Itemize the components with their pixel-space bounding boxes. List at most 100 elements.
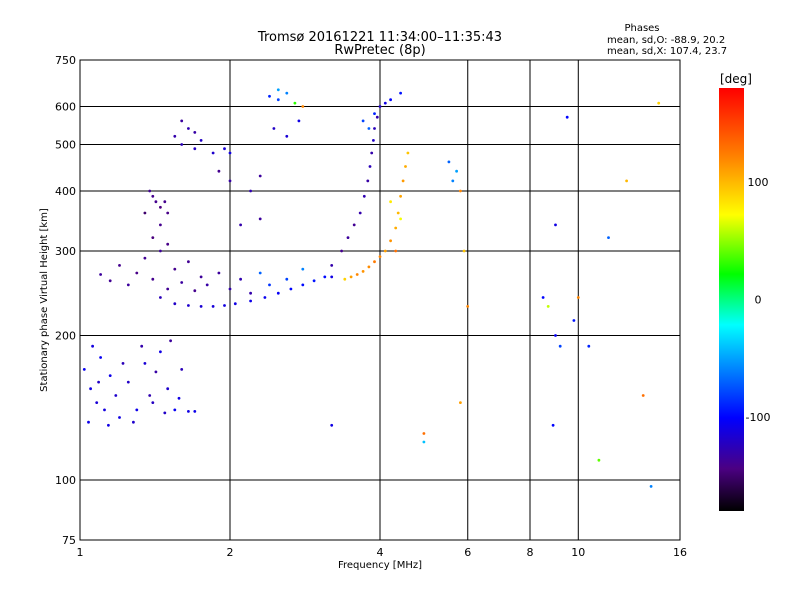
data-point xyxy=(361,119,365,123)
data-point xyxy=(399,217,402,221)
data-point xyxy=(546,305,550,308)
y-tick-label: 500 xyxy=(55,139,76,152)
data-point xyxy=(312,279,316,283)
data-point xyxy=(82,368,86,371)
data-point xyxy=(89,387,92,391)
data-point xyxy=(199,275,203,279)
data-point xyxy=(373,260,376,264)
data-point xyxy=(108,374,112,377)
scatter-points xyxy=(82,88,661,488)
data-point xyxy=(114,394,118,397)
data-point xyxy=(95,401,99,404)
data-point xyxy=(173,408,177,412)
data-point xyxy=(301,105,305,108)
data-point xyxy=(401,179,405,183)
data-point xyxy=(91,344,94,348)
data-point xyxy=(193,410,197,413)
data-point xyxy=(455,169,458,173)
data-point xyxy=(228,151,232,155)
data-point xyxy=(193,131,197,134)
x-tick-label: 4 xyxy=(377,546,384,559)
data-point xyxy=(565,115,569,119)
data-point xyxy=(301,267,305,271)
data-point xyxy=(151,277,155,281)
data-point xyxy=(151,194,155,198)
data-point xyxy=(285,277,289,281)
y-tick-label: 400 xyxy=(55,185,76,198)
y-tick-label: 300 xyxy=(55,245,76,258)
y-axis-ticks: 75 100 200 300 400 500 600 750 xyxy=(55,54,76,547)
data-point xyxy=(649,485,653,488)
data-point xyxy=(378,105,382,108)
x-axis-label: Frequency [MHz] xyxy=(338,560,422,571)
data-point xyxy=(459,189,462,193)
data-point xyxy=(108,279,112,283)
data-point xyxy=(187,304,190,307)
data-point xyxy=(330,423,334,427)
data-point xyxy=(641,394,645,397)
data-point xyxy=(367,265,371,269)
data-point xyxy=(368,165,372,168)
data-point xyxy=(87,420,90,424)
data-point xyxy=(394,249,398,253)
data-point xyxy=(541,296,545,299)
data-point xyxy=(151,236,155,240)
data-point xyxy=(228,179,232,183)
y-tick-label: 600 xyxy=(55,101,76,114)
data-point xyxy=(276,88,280,92)
x-tick-label: 8 xyxy=(527,546,534,559)
x-tick-label: 6 xyxy=(464,546,471,559)
data-point xyxy=(466,305,470,308)
data-point xyxy=(358,211,362,215)
data-point xyxy=(367,127,371,130)
data-point xyxy=(258,271,262,275)
data-point xyxy=(370,151,374,155)
data-point xyxy=(217,169,221,173)
y-axis-label: Stationary phase Virtual Height [km] xyxy=(39,208,50,392)
data-point xyxy=(103,408,106,412)
data-point xyxy=(383,101,387,105)
data-point xyxy=(180,281,184,284)
data-point xyxy=(148,394,152,397)
data-point xyxy=(258,217,262,221)
data-point xyxy=(389,98,392,102)
data-point xyxy=(355,273,359,276)
colorbar xyxy=(719,88,744,511)
data-point xyxy=(399,91,402,95)
data-point xyxy=(180,119,184,123)
data-point xyxy=(389,200,392,204)
data-point xyxy=(558,344,562,348)
data-point xyxy=(166,387,170,391)
data-point xyxy=(625,179,628,183)
data-point xyxy=(268,283,271,287)
data-point xyxy=(223,304,226,307)
data-point xyxy=(205,283,209,287)
data-point xyxy=(177,396,181,400)
stats-o-mode: mean, sd,O: -88.9, 20.2 xyxy=(607,35,725,46)
data-point xyxy=(346,236,350,240)
data-point xyxy=(372,139,375,142)
y-tick-label: 200 xyxy=(55,330,76,343)
colorbar-tick-label: 0 xyxy=(755,294,762,307)
data-point xyxy=(143,256,147,260)
data-point xyxy=(159,350,162,354)
data-point xyxy=(154,370,158,374)
data-point xyxy=(406,151,410,155)
y-tick-label: 750 xyxy=(55,54,76,67)
data-point xyxy=(366,179,370,183)
data-point xyxy=(193,289,197,293)
data-point xyxy=(239,223,243,227)
data-point xyxy=(657,101,661,105)
data-point xyxy=(233,302,237,306)
data-point xyxy=(121,362,125,365)
x-tick-label: 1 xyxy=(77,546,84,559)
data-point xyxy=(187,127,190,130)
data-point xyxy=(159,205,162,209)
data-point xyxy=(211,151,215,155)
data-point xyxy=(173,302,177,306)
colorbar-tick-label: -100 xyxy=(746,411,771,424)
data-point xyxy=(143,362,147,365)
data-point xyxy=(362,194,366,198)
x-axis-ticks: 1 2 4 6 8 10 16 xyxy=(77,546,688,559)
